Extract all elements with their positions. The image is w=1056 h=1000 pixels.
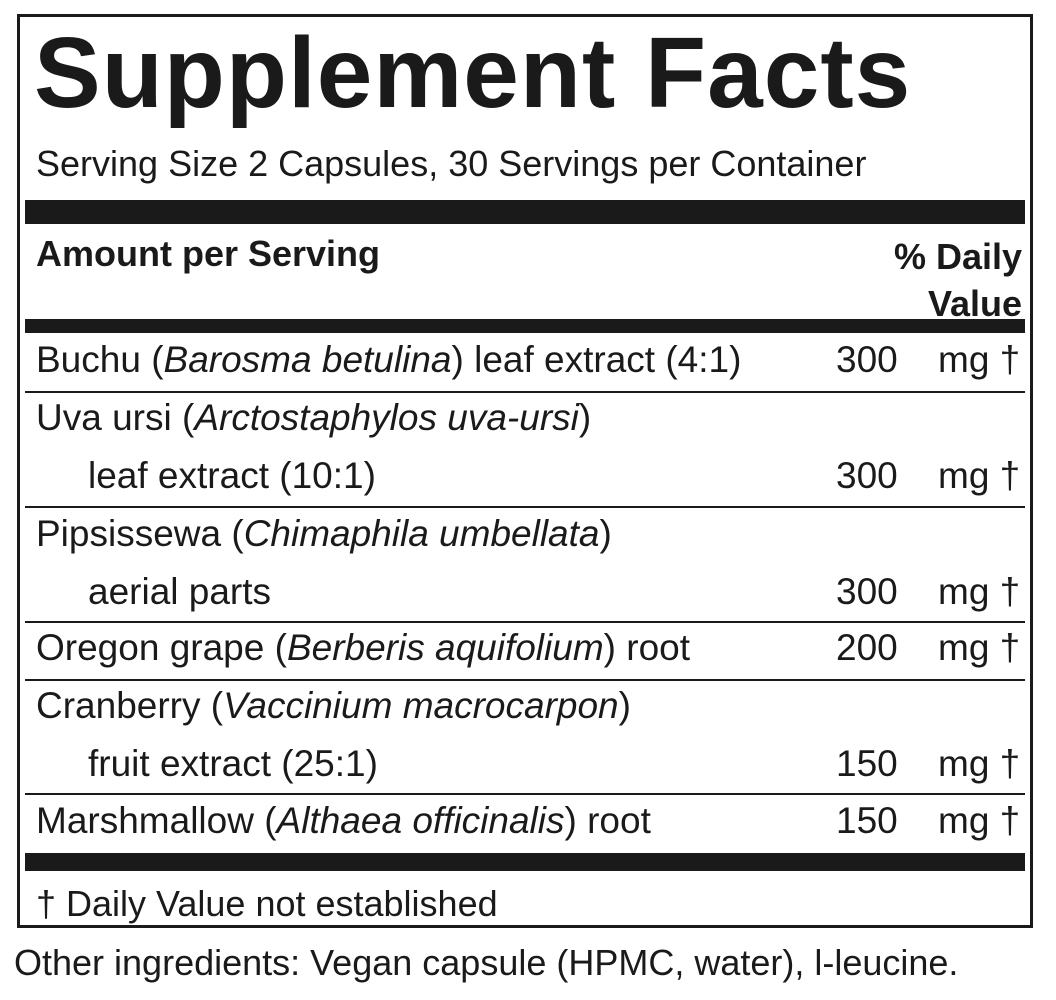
ingredient-name: Pipsissewa: [36, 513, 222, 554]
ingredient-name: Buchu: [36, 339, 141, 380]
ingredient-latin: Chimaphila umbellata: [243, 513, 600, 554]
supplement-facts-panel: Supplement Facts Serving Size 2 Capsules…: [17, 14, 1033, 928]
ingredient-part: leaf extract (10:1): [88, 455, 376, 496]
row-divider: [25, 391, 1025, 393]
ingredient-unit: mg †: [938, 800, 1021, 841]
ingredient-amount: 300: [836, 339, 898, 380]
ingredient-amount: 300: [836, 571, 898, 612]
ingredient-name: Marshmallow: [36, 800, 254, 841]
amount-per-serving-header: Amount per Serving: [36, 233, 381, 274]
other-ingredients: Other ingredients: Vegan capsule (HPMC, …: [14, 942, 959, 983]
ingredient-row: Marshmallow (Althaea officinalis) root: [36, 800, 651, 841]
ingredient-unit: mg †: [938, 743, 1021, 784]
ingredient-amount: 300: [836, 455, 898, 496]
ingredient-latin: Barosma betulina: [163, 339, 452, 380]
ingredient-part: fruit extract (25:1): [88, 743, 378, 784]
footnote: † Daily Value not established: [36, 883, 498, 924]
ingredient-row: Uva ursi (Arctostaphylos uva-ursi): [36, 397, 592, 438]
ingredient-part: leaf extract (4:1): [463, 339, 742, 380]
ingredient-latin: Arctostaphylos uva-ursi: [194, 397, 579, 438]
ingredient-name: Oregon grape: [36, 627, 265, 668]
ingredient-row: Pipsissewa (Chimaphila umbellata): [36, 513, 612, 554]
ingredient-amount: 200: [836, 627, 898, 668]
ingredient-part: aerial parts: [88, 571, 272, 612]
ingredient-unit: mg †: [938, 339, 1021, 380]
ingredient-latin: Vaccinium macrocarpon: [223, 685, 619, 726]
thick-divider-top: [25, 200, 1025, 224]
panel-title: Supplement Facts: [34, 17, 912, 129]
daily-value-header-line2: Value: [927, 283, 1022, 324]
row-divider: [25, 679, 1025, 681]
ingredient-part: root: [576, 800, 651, 841]
serving-info: Serving Size 2 Capsules, 30 Servings per…: [36, 143, 867, 184]
row-divider: [25, 506, 1025, 508]
thick-divider-bottom: [25, 853, 1025, 871]
ingredient-unit: mg †: [938, 571, 1021, 612]
ingredient-name: Cranberry: [36, 685, 201, 726]
ingredient-latin: Berberis aquifolium: [286, 627, 604, 668]
ingredient-name: Uva ursi: [36, 397, 172, 438]
medium-divider: [25, 319, 1025, 333]
ingredient-row: Buchu (Barosma betulina) leaf extract (4…: [36, 339, 742, 380]
daily-value-header: % Daily Value: [894, 233, 1022, 327]
row-divider: [25, 621, 1025, 623]
ingredient-latin: Althaea officinalis: [276, 800, 565, 841]
daily-value-header-line1: % Daily: [893, 236, 1022, 277]
ingredient-row: Cranberry (Vaccinium macrocarpon): [36, 685, 631, 726]
ingredient-amount: 150: [836, 800, 898, 841]
ingredient-unit: mg †: [938, 627, 1021, 668]
ingredient-unit: mg †: [938, 455, 1021, 496]
ingredient-part: root: [615, 627, 691, 668]
row-divider: [25, 793, 1025, 795]
ingredient-amount: 150: [836, 743, 898, 784]
ingredient-row: Oregon grape (Berberis aquifolium) root: [36, 627, 691, 668]
